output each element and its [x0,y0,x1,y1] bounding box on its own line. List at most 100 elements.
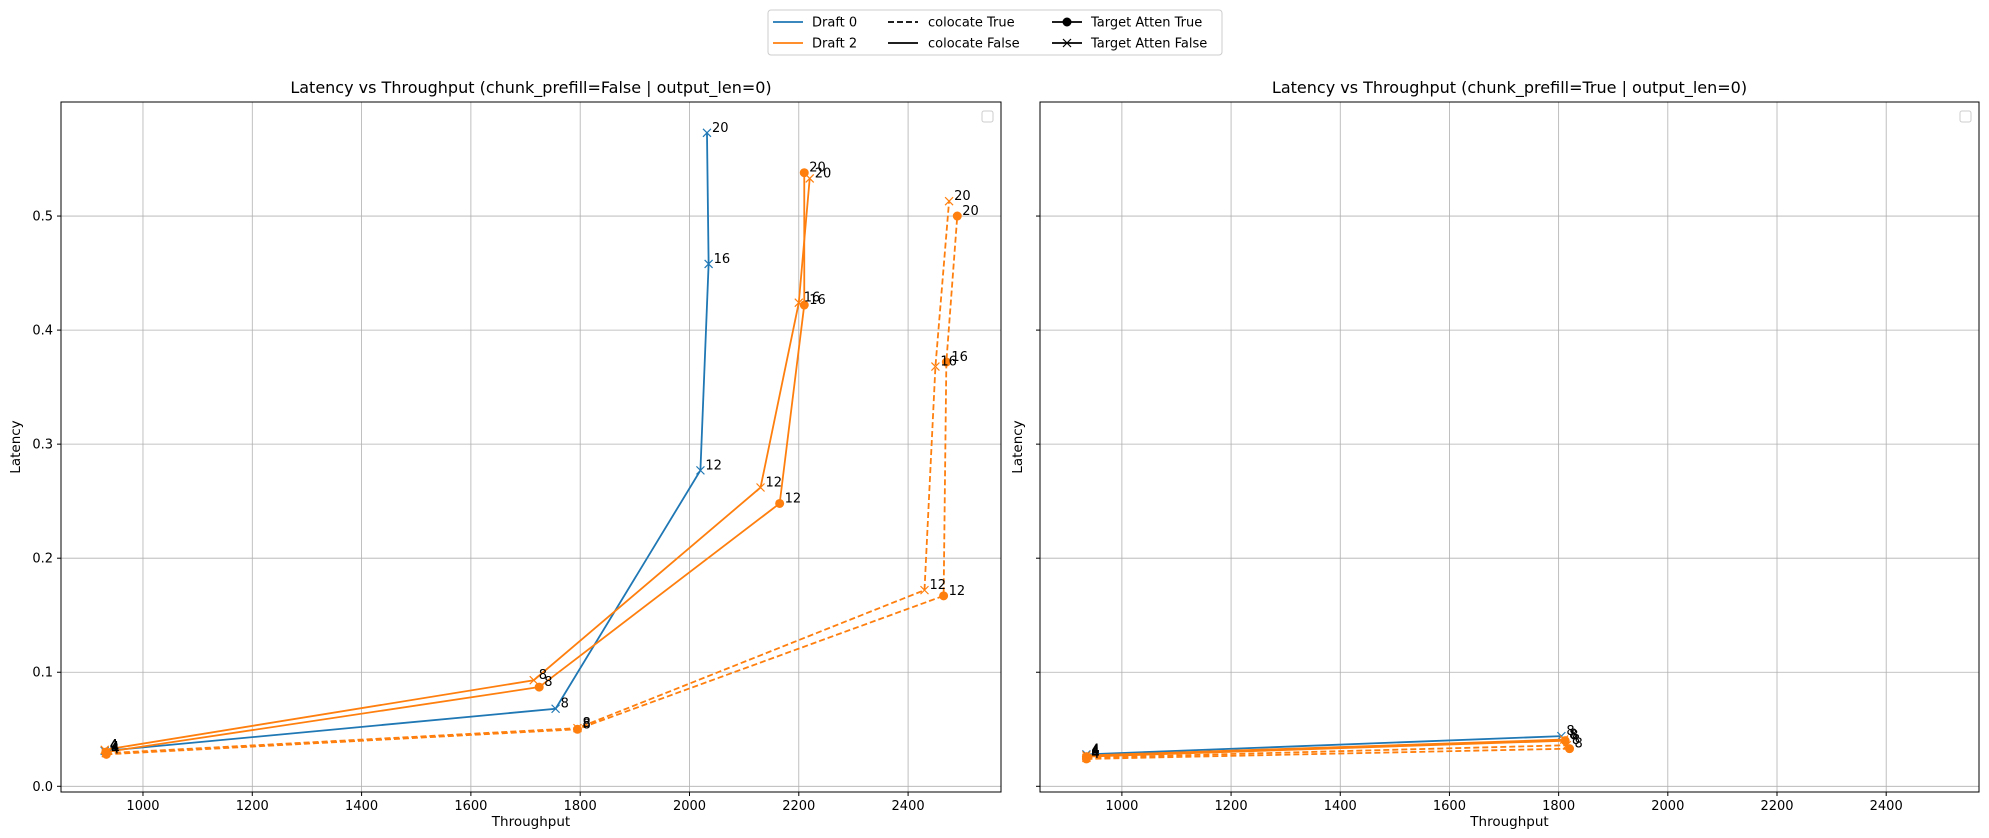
point-label: 4 [1091,747,1099,762]
axes-left: 4812162048121620481216204812162048121620… [8,78,1002,830]
point-marker-circle [952,211,962,221]
point-label: 16 [951,350,968,365]
x-tick-label: 1800 [1542,799,1575,814]
point-label: 20 [815,166,832,181]
point-marker-x [756,483,765,492]
point-label: 20 [962,204,979,219]
ticks: 1000 1200 1400 1600 1800 2000 2200 2400 [1036,215,1903,814]
plot-area [1081,731,1575,764]
ticks: 1000 1200 1400 1600 1800 2000 2200 2400 0.0 0.1 0.… [32,210,924,814]
x-axis-label: Throughput [491,814,570,830]
point-label: 8 [1566,724,1574,739]
point-label: 4 [110,739,118,754]
x-tick-label: 1000 [126,799,159,814]
point-label: 8 [561,697,569,712]
series-4 [101,211,962,759]
series-line [1086,735,1562,756]
x-tick-label: 1000 [1105,799,1138,814]
point-marker-circle [939,591,949,601]
y-tick-label: 0.1 [32,666,53,681]
y-axis-label: Latency [1010,420,1026,473]
point-label: 12 [949,584,966,599]
y-tick-label: 0.2 [32,552,53,567]
point-marker-circle [1081,754,1091,764]
legend-entry-draft-0: Draft 0 [773,16,857,31]
point-marker-circle [799,168,809,178]
y-tick-label: 0.4 [32,324,53,339]
x-tick-label: 1400 [1324,799,1357,814]
x-tick-label: 1600 [454,799,487,814]
point-marker-x [702,128,712,138]
point-label: 4 [111,741,119,756]
point-marker-x [704,259,714,269]
empty-legend-box [1959,110,1972,123]
plot-area [100,128,962,759]
point-marker-circle [534,682,544,692]
point-marker-x [944,196,954,206]
point-label: 8 [582,716,590,731]
point-label: 20 [809,161,826,176]
point-label: 8 [582,717,590,732]
point-marker-x [930,362,940,372]
point-marker-circle [1565,744,1575,754]
point-label: 8 [1572,733,1580,748]
legend-entry-target-atten-true: Target Atten True [1052,16,1202,31]
point-label: 12 [929,578,946,593]
x-tick-label: 2400 [1870,799,1903,814]
legend-label: Draft 0 [812,16,857,31]
point-marker-circle [572,724,582,734]
point-label: 4 [1091,745,1099,760]
point-label: 8 [1569,728,1577,743]
point-label: 4 [111,742,119,757]
point-marker-x [695,465,705,475]
x-tick-label: 1200 [1215,799,1248,814]
legend-entry-target-atten-false: Target Atten False [1052,37,1207,52]
x-tick-label: 2000 [673,799,706,814]
point-label: 4 [1091,744,1099,759]
point-marker-circle [775,498,785,508]
series-line [1086,739,1566,758]
point-label: 4 [111,740,119,755]
series-4 [1081,744,1575,764]
point-label: 16 [714,252,731,267]
legend-label: colocate True [928,16,1015,31]
grid [1040,102,1979,792]
legend-entry-colocate-false: colocate False [888,37,1020,52]
axes-title: Latency vs Throughput (chunk_prefill=Tru… [1272,78,1747,98]
series-line [106,215,959,756]
point-marker-x [529,675,539,685]
point-marker-circle [101,749,111,759]
point-label: 8 [539,668,547,683]
series-line [1086,738,1565,757]
grid [61,102,1001,792]
point-label: 8 [544,675,552,690]
point-label: 20 [712,121,729,136]
legend-frame [767,9,1223,56]
point-label: 16 [809,293,826,308]
x-axis-label: Throughput [1469,814,1548,830]
empty-legend-box [981,110,994,123]
x-tick-label: 2200 [782,799,815,814]
y-tick-label: 0.3 [32,438,53,453]
point-marker-x [920,585,929,595]
axes-spines [1039,101,1980,793]
point-label: 8 [1575,737,1583,752]
x-tick-label: 1600 [1433,799,1466,814]
point-label: 4 [1091,746,1099,761]
x-tick-label: 2400 [892,799,925,814]
series-line [1086,744,1567,759]
legend-entry-colocate-true: colocate True [888,16,1015,31]
point-label: 20 [954,189,971,204]
point-marker-circle [799,300,809,310]
y-tick-label: 0.0 [32,780,53,795]
top-legend: Draft 0 Draft 2 colocate True colocate Fals… [767,9,1223,56]
legend-label: colocate False [928,37,1020,52]
point-label: 4 [1091,742,1099,757]
point-label: 12 [785,491,802,506]
legend-label: Target Atten True [1090,16,1202,31]
